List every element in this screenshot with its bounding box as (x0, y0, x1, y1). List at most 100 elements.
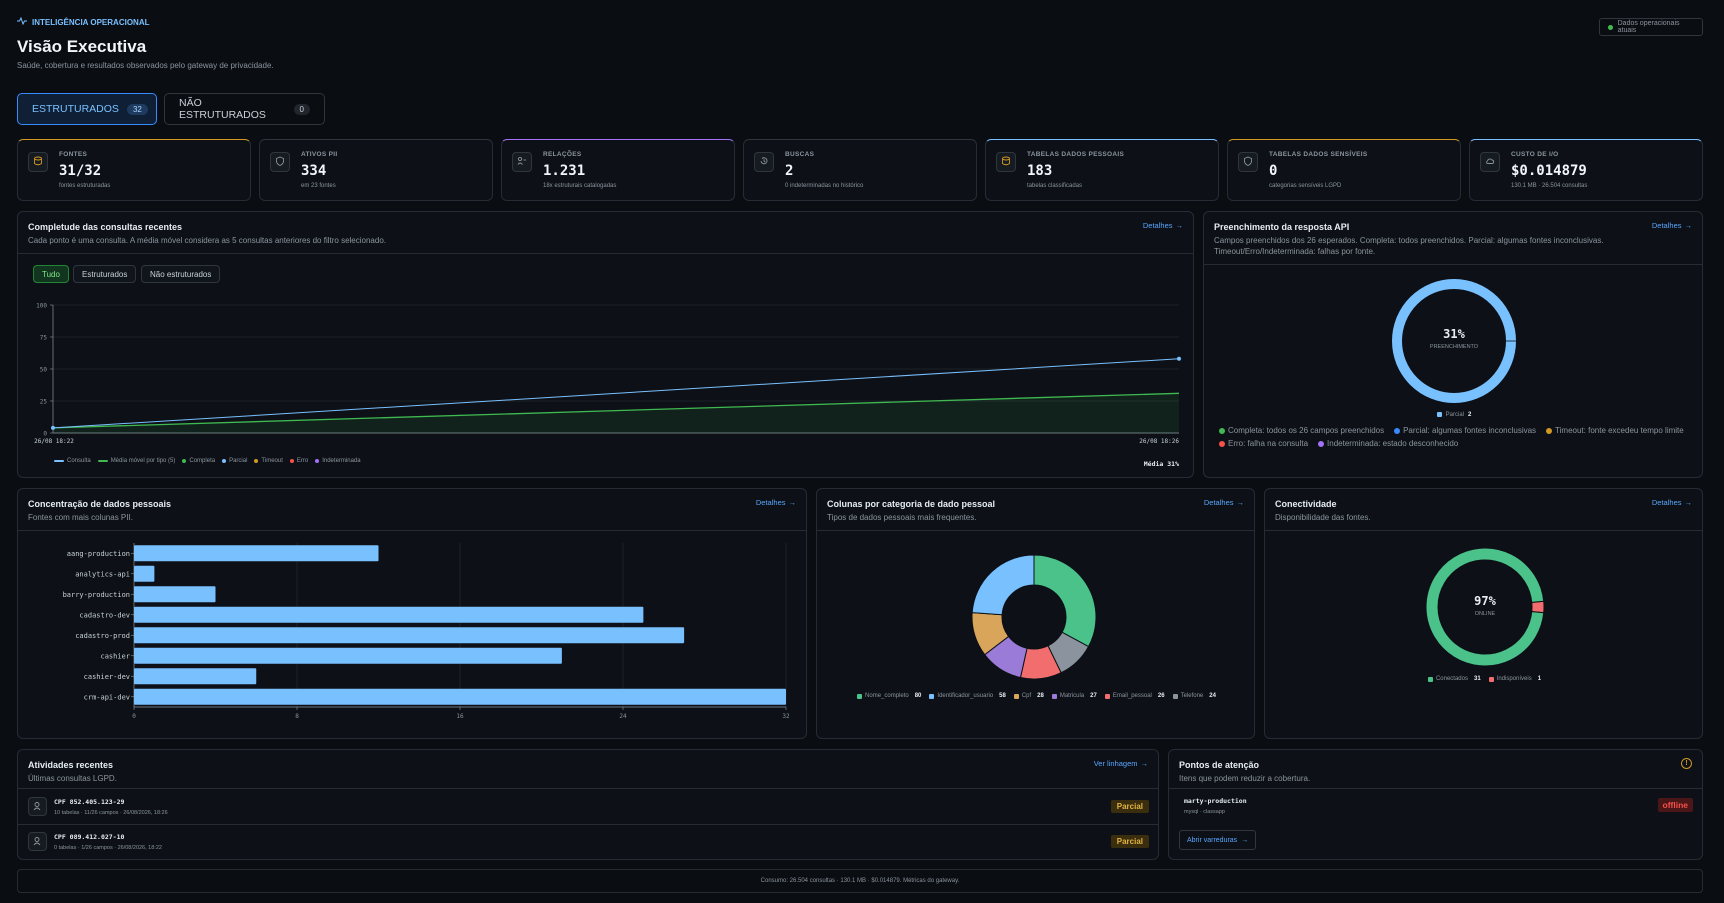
x-tick-label: 26/08 18:26 (1139, 438, 1179, 445)
connectivity-details-link[interactable]: Detalhes → (1652, 498, 1692, 507)
kpi-card-tabelas-dados-sens-veis[interactable]: TABELAS DADOS SENSÍVEIS 0 categorias sensí… (1227, 139, 1461, 201)
filter-unstructured[interactable]: Não estruturados (141, 265, 221, 283)
connectivity-card: Conectividade Disponibilidade das fontes… (1264, 488, 1703, 739)
legend-label: Timeout: fonte excedeu tempo limite (1555, 426, 1684, 435)
completeness-details-link[interactable]: Detalhes → (1143, 221, 1183, 230)
bar-cadastro-dev (134, 606, 644, 623)
kpi-label: TABELAS DADOS PESSOAIS (1027, 151, 1125, 158)
kpi-card-fontes[interactable]: FONTES 31/32 fontes estruturadas (17, 139, 251, 201)
dot-swatch (1546, 427, 1553, 434)
activities-card: Atividades recentes Últimas consultas LG… (17, 749, 1159, 860)
filter-structured[interactable]: Estruturados (73, 265, 137, 283)
open-scans-button[interactable]: Abrir varreduras → (1179, 830, 1257, 850)
bar-barry-production (134, 586, 216, 603)
kpi-card-custo-de-i-o[interactable]: CUSTO DE I/O $0.014879 130.1 MB · 26.504 c… (1469, 139, 1703, 201)
activity-icon-box (28, 832, 47, 851)
attention-card: Pontos de atenção Itens que podem reduzi… (1168, 749, 1703, 860)
legend-item: Nome_completo 80 (857, 693, 921, 699)
kpi-sub: 18x estruturais catalogadas (543, 183, 617, 189)
donut-slice (1426, 548, 1544, 666)
arrow-right-icon: → (1241, 836, 1249, 844)
activities-desc: Últimas consultas LGPD. (28, 774, 117, 783)
tab-unstructured[interactable]: NÃO ESTRUTURADOS 0 (164, 93, 325, 125)
kpi-label: RELAÇÕES (543, 151, 582, 158)
legend-item: Matricula 27 (1051, 693, 1097, 699)
bar-cashier-dev (134, 668, 257, 685)
legend-value: 58 (999, 693, 1006, 699)
details-label: Detalhes (1651, 498, 1682, 507)
api-fill-title: Preenchimento da resposta API (1214, 222, 1350, 232)
connectivity-center-label: ONLINE (1474, 611, 1496, 617)
kpi-label: BUSCAS (785, 151, 815, 158)
activity-icon-box (28, 797, 47, 816)
shield-icon (1243, 156, 1253, 168)
y-tick-label: 75 (40, 335, 48, 342)
kpi-value: 1.231 (543, 163, 586, 179)
categories-desc: Tipos de dados pessoais mais frequentes. (827, 513, 977, 522)
api-fill-desc-line: Timeout/Erro/Indeterminada: falhas por f… (1214, 247, 1376, 256)
kpi-icon-box (512, 152, 532, 172)
categories-details-link[interactable]: Detalhes → (1204, 498, 1244, 507)
categories-title: Colunas por categoria de dado pessoal (827, 499, 996, 509)
status-dot-icon (1608, 24, 1613, 30)
legend-value: 28 (1037, 693, 1044, 699)
y-tick-label: 25 (40, 399, 48, 406)
attention-title: Pontos de atenção (1179, 760, 1260, 770)
database-icon (33, 156, 43, 168)
offline-badge: offline (1657, 798, 1693, 812)
legend-label: Média móvel por tipo (5) (110, 458, 176, 464)
kpi-icon-box (754, 152, 774, 172)
dot-swatch (182, 459, 187, 463)
legend-label: Email_pessoal (1112, 693, 1152, 699)
details-label: Detalhes (1203, 498, 1234, 507)
api-fill-card: Preenchimento da resposta API Campos pre… (1203, 211, 1703, 478)
line-swatch (97, 460, 108, 462)
lineage-link[interactable]: Ver linhagem → (1094, 759, 1148, 768)
square-swatch (857, 693, 863, 699)
legend-label: Erro: falha na consulta (1228, 439, 1309, 448)
legend-label: Indeterminada (322, 458, 361, 464)
pulse-icon (17, 16, 27, 27)
square-swatch (1427, 676, 1433, 682)
y-tick-label: crm-api-dev (84, 693, 130, 701)
filter-all[interactable]: Tudo (33, 265, 69, 283)
tab-structured[interactable]: ESTRUTURADOS 32 (17, 93, 157, 125)
legend-value: 26 (1157, 693, 1165, 699)
activity-row[interactable]: CPF 089.412.027-10 0 tabelas · 1/26 camp… (18, 825, 1158, 860)
y-tick-label: 50 (40, 367, 48, 374)
kpi-value: $0.014879 (1511, 163, 1587, 179)
legend-label: Timeout (261, 458, 283, 464)
concentration-title: Concentração de dados pessoais (28, 499, 172, 509)
activity-meta: 0 tabelas · 1/26 campos · 26/08/2026, 18… (54, 845, 162, 851)
y-tick-label: cadastro-prod (75, 632, 130, 640)
connectivity-center-value: 97% (1474, 594, 1496, 608)
kpi-label: CUSTO DE I/O (1511, 151, 1559, 158)
series-line-consulta (52, 358, 1180, 429)
kpi-card-ativos-pii[interactable]: ATIVOS PII 334 em 23 fontes (259, 139, 493, 201)
bar-cashier (134, 647, 562, 664)
kpi-value: 31/32 (59, 163, 102, 179)
legend-parcial: Parcial (222, 458, 247, 464)
kpi-card-rela-es[interactable]: RELAÇÕES 1.231 18x estruturais catalogadas (501, 139, 735, 201)
kpi-icon-box (996, 152, 1016, 172)
donut-slice (972, 555, 1035, 616)
concentration-details-link[interactable]: Detalhes → (756, 498, 796, 507)
kpi-card-buscas[interactable]: BUSCAS 2 0 indeterminadas no histórico (743, 139, 977, 201)
search-person-icon (33, 836, 43, 848)
status-badge: Dados operacionais atuais (1599, 18, 1703, 36)
legend-completa: Completa (182, 458, 215, 464)
history-icon (759, 156, 769, 168)
kpi-icon-box (1238, 152, 1258, 172)
legend-value: 1 (1537, 676, 1542, 682)
legend-label: Cpf (1021, 693, 1032, 699)
legend-label: Erro (296, 458, 309, 464)
cloud-icon (1485, 156, 1495, 168)
kpi-card-tabelas-dados-pessoais[interactable]: TABELAS DADOS PESSOAIS 183 tabelas classif… (985, 139, 1219, 201)
donut-slice (1033, 555, 1096, 648)
kpi-icon-box (28, 152, 48, 172)
arrow-right-icon: → (1140, 759, 1149, 768)
relation-icon (517, 156, 527, 168)
y-tick-label: barry-production (63, 591, 130, 599)
api-fill-details-link[interactable]: Detalhes → (1652, 221, 1692, 230)
activity-row[interactable]: CPF 852.405.123-29 10 tabelas · 11/26 ca… (18, 789, 1158, 824)
